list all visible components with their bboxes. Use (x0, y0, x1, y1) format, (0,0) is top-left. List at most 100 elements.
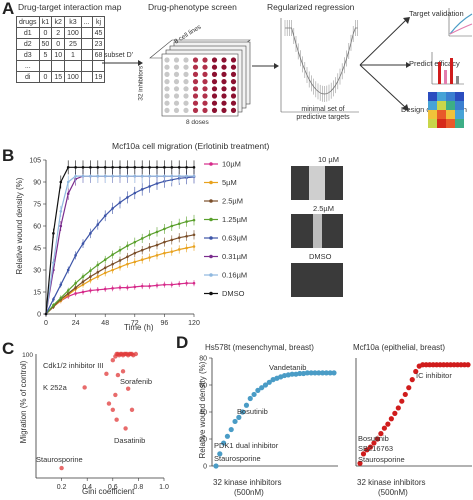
scatter-point (371, 440, 377, 446)
panel-c-ylabel: Migration (% of control) (19, 360, 28, 444)
wound-image-2-5um (291, 214, 343, 248)
outcome-predict-efficacy: Predict efficacy (409, 59, 460, 68)
table-cell: d3 (16, 49, 40, 61)
plate-dot (221, 64, 227, 70)
table-cell (80, 38, 93, 50)
plate-dot (164, 107, 170, 113)
series-line (45, 176, 195, 315)
annotation-staurosporine-right: Staurosporine (358, 455, 405, 464)
y-tick-label: 60 (199, 383, 207, 390)
wound-image-dmso (291, 263, 343, 297)
scatter-point (123, 426, 128, 431)
x-tick-label: 1.0 (159, 484, 169, 491)
plate-dot (192, 64, 199, 70)
plate-dot (192, 93, 199, 99)
legend-marker (209, 217, 213, 222)
table-cell (64, 60, 82, 72)
plate-dot (202, 64, 208, 70)
table-cell (80, 49, 93, 61)
scatter-point (115, 372, 121, 378)
panel-d-left-title: Hs578t (mesenchymal, breast) (205, 343, 314, 352)
scatter-point (224, 433, 231, 439)
table-cell: 25 (64, 38, 82, 50)
regularized-regression-title: Regularized regression (267, 2, 355, 12)
table-header-cell: ... (80, 16, 93, 28)
table-cell: 50 (38, 38, 53, 50)
legend-label: 5µM (222, 178, 237, 187)
table-cell: 5 (38, 49, 53, 61)
scatter-point (409, 377, 415, 383)
plate-dot (164, 86, 170, 92)
scatter-point (262, 382, 269, 388)
legend-label: 2.5µM (222, 197, 243, 206)
panel-b-title: Mcf10a cell migration (Erlotinib treatme… (112, 141, 270, 151)
table-header-cell: drugs (16, 16, 40, 28)
plate-dot (173, 79, 180, 85)
scatter-point (374, 436, 381, 442)
series-line (45, 166, 194, 315)
arrow-icon (102, 60, 143, 66)
plate-dot (221, 100, 227, 106)
table-row: di 0 15 100 19 (16, 71, 106, 83)
scatter-point (327, 370, 333, 376)
legend-label: 0.16µM (222, 271, 247, 280)
plate-dot (173, 71, 180, 77)
y-tick-label: 30 (33, 268, 41, 275)
plate-dot (221, 57, 227, 63)
table-row: ... (16, 60, 106, 72)
table-cell: 19 (91, 71, 106, 83)
table-cell (51, 60, 66, 72)
x-tick-label: 0.8 (134, 484, 144, 491)
table-cell: 2 (51, 27, 66, 39)
annotation-pdk1: PDK1 dual inhibitor (214, 441, 279, 450)
inhibitors-label: 32 inhibitors (137, 65, 145, 101)
table-cell: ... (16, 60, 40, 72)
legend-marker (209, 162, 213, 166)
scatter-point (312, 370, 318, 376)
plate-dot (211, 79, 218, 85)
panel-c-xlabel: Gini coefficient (82, 487, 135, 496)
plate-dot (173, 93, 180, 99)
series-line (45, 219, 195, 315)
scatter-point (406, 385, 412, 391)
y-tick-label: 105 (29, 158, 41, 165)
legend-marker (209, 273, 213, 277)
scatter-point (106, 401, 112, 406)
target-validation-thumbnail (448, 8, 473, 37)
annotation-staurosporine-left: Staurosporine (214, 454, 261, 463)
scatter-point (243, 402, 250, 408)
panel-d-right-xlabel: 32 kinase inhibitors (357, 478, 426, 487)
plate-dot (221, 107, 227, 113)
panel-d-left-xlabel-sub: (500nM) (234, 488, 264, 497)
scatter-point (308, 370, 314, 376)
scatter-point (113, 392, 118, 398)
plate-dot (164, 64, 170, 70)
annotation-ic-inhibitor: IC inhibitor (416, 371, 452, 380)
plate-dot (192, 57, 199, 63)
plate-dot (183, 107, 189, 113)
scatter-point (232, 418, 238, 425)
x-tick-label: 120 (188, 320, 200, 327)
scatter-point (395, 405, 401, 411)
scatter-point (413, 368, 419, 375)
panel-d-ylabel: Relative wound density (%) (198, 361, 207, 459)
scatter-point (316, 370, 322, 376)
plate-dot (230, 57, 237, 63)
table-cell (80, 27, 93, 39)
annotation-dasatinib: Dasatinib (114, 436, 146, 445)
plate-dot (202, 93, 208, 99)
plate-dot (173, 100, 180, 106)
panel-d-right-xlabel-sub: (500nM) (378, 488, 408, 497)
plate-dot (202, 100, 208, 106)
plate-dot (230, 107, 237, 113)
scatter-point (221, 440, 227, 446)
plate-dot (230, 71, 237, 77)
plate-dot (211, 93, 218, 99)
scatter-point (110, 407, 116, 412)
table-cell (80, 71, 93, 83)
doses-label: 8 doses (186, 119, 209, 126)
x-tick-label: 0.2 (57, 484, 67, 491)
table-cell: 0 (51, 38, 66, 50)
annotation-k252a: K 252a (43, 383, 67, 392)
legend-label: 10µM (222, 160, 241, 169)
